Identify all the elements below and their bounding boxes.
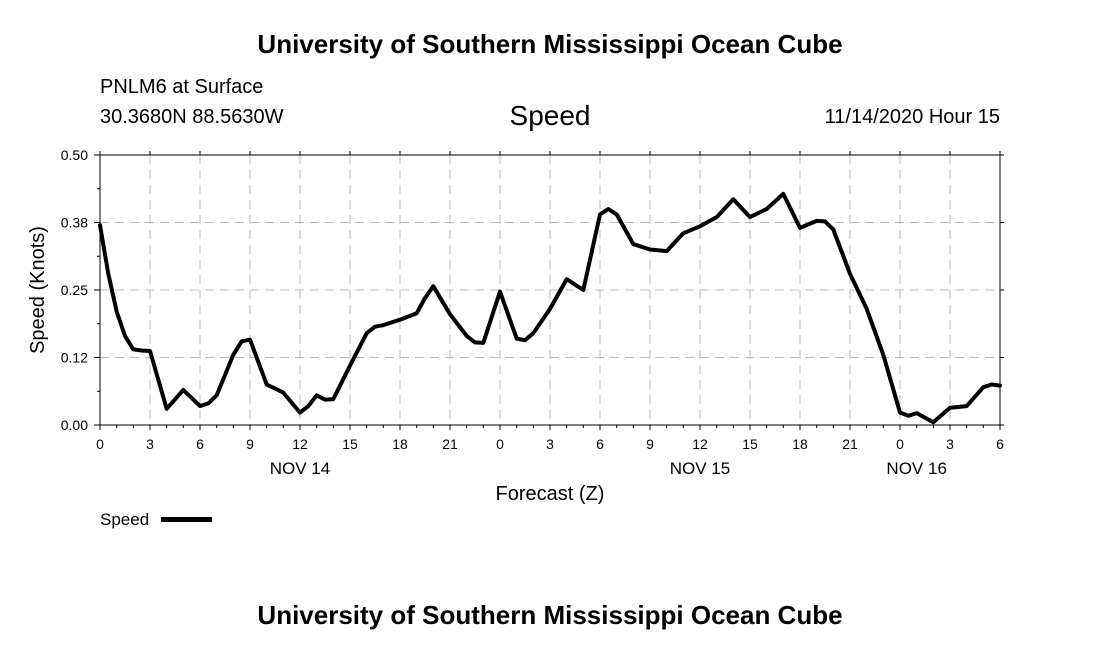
x-tick-label: 0 [96,436,104,452]
speed-data-points [99,193,1001,423]
x-tick-label: 6 [596,436,604,452]
x-tick-label: 6 [996,436,1004,452]
legend-label: Speed [100,510,149,529]
x-tick-label: 9 [246,436,254,452]
x-tick-label: 0 [496,436,504,452]
legend-swatch [161,517,212,522]
x-tick-label: 15 [742,436,758,452]
x-tick-label: 3 [146,436,154,452]
x-tick-label: 21 [442,436,458,452]
x-tick-label: 9 [646,436,654,452]
y-tick-label: 0.12 [61,350,88,366]
day-label: NOV 16 [886,459,946,478]
y-tick-label: 0.50 [61,147,88,163]
station-name: PNLM6 at Surface [100,76,264,98]
speed-series-line [98,191,1002,425]
y-tick-label: 0.38 [61,215,88,231]
x-tick-label: 6 [196,436,204,452]
x-tick-label: 18 [392,436,408,452]
grid-lines [100,155,1000,425]
issue-time: 11/14/2020 Hour 15 [824,106,1000,128]
x-tick-label: 12 [292,436,308,452]
day-labels: NOV 14 NOV 15 NOV 16 [270,459,947,478]
footer-title: University of Southern Mississippi Ocean… [257,600,843,630]
x-tick-label: 15 [342,436,358,452]
variable-title: Speed [509,100,591,131]
x-tick-label: 3 [546,436,554,452]
x-tick-label: 12 [692,436,708,452]
y-tick-labels: 0.00 0.12 0.25 0.38 0.50 [61,147,88,433]
y-tick-label: 0.25 [61,282,88,298]
x-tick-label: 18 [792,436,808,452]
page-title: University of Southern Mississippi Ocean… [257,29,843,59]
x-tick-labels: 0 3 6 9 12 15 18 21 0 3 6 9 12 15 18 21 0 3 6 [96,436,1004,452]
station-location: 30.3680N 88.5630W [100,106,284,128]
y-tick-label: 0.00 [61,417,88,433]
x-axis-label: Forecast (Z) [496,483,605,505]
y-axis-label: Speed (Knots) [27,226,49,354]
x-tick-label: 21 [842,436,858,452]
day-label: NOV 15 [670,459,730,478]
axis-ticks [94,151,1004,430]
x-tick-label: 0 [896,436,904,452]
x-tick-label: 3 [946,436,954,452]
day-label: NOV 14 [270,459,330,478]
